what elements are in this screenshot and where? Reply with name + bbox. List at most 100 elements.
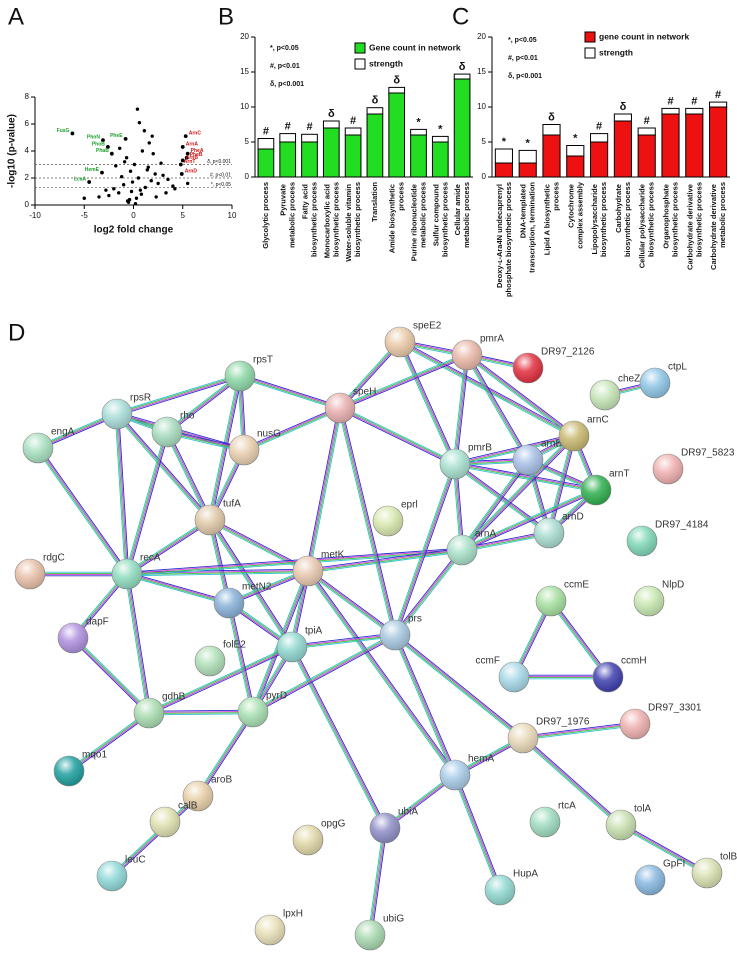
- edge: [393, 548, 461, 635]
- edge: [127, 571, 309, 576]
- edge: [126, 574, 229, 605]
- node-label: hemA: [468, 754, 494, 765]
- point: [139, 192, 144, 196]
- threshold-label: δ, p<0.001: [207, 159, 231, 165]
- node-shine: [15, 559, 45, 589]
- edge: [523, 725, 636, 741]
- edge: [124, 431, 166, 574]
- edge: [454, 434, 574, 464]
- node-shine: [97, 861, 127, 891]
- edge: [395, 633, 525, 737]
- significance-marker: δ: [372, 95, 379, 107]
- node-label: rpsT: [253, 355, 273, 366]
- edge: [166, 432, 210, 521]
- significance-marker: #: [644, 115, 650, 127]
- edge: [551, 600, 609, 677]
- bar-segment: [388, 92, 406, 178]
- node-shine: [229, 435, 259, 465]
- edge: [395, 634, 456, 775]
- edge: [455, 462, 597, 490]
- edge: [127, 573, 151, 713]
- node-label: DR97_3301: [648, 703, 702, 714]
- edge: [124, 574, 148, 714]
- node-shine: [195, 505, 225, 535]
- node-shine: [620, 709, 650, 739]
- y-tick-label: 0: [482, 172, 487, 181]
- node-shine: [183, 781, 213, 811]
- edge: [523, 736, 623, 824]
- edge: [461, 459, 528, 550]
- bar-segment: [257, 138, 275, 150]
- edge: [253, 636, 397, 714]
- node-shine: [373, 506, 403, 536]
- edge: [148, 644, 292, 712]
- node-label: ctpL: [668, 362, 687, 373]
- edge: [456, 774, 503, 890]
- node-shine: [102, 399, 132, 429]
- node-label: tolA: [634, 804, 652, 815]
- node-label: nusG: [257, 429, 281, 440]
- legend-label: strength: [369, 58, 403, 68]
- edge: [522, 721, 635, 737]
- edge: [452, 354, 466, 464]
- node-label: pyrD: [266, 691, 287, 702]
- node-label: pmrA: [480, 334, 504, 345]
- note: #, p<0.01: [270, 63, 300, 70]
- edge: [197, 711, 253, 796]
- node-shine: [152, 417, 182, 447]
- edge: [227, 603, 253, 713]
- edge: [367, 827, 384, 935]
- node-shine: [214, 588, 244, 618]
- edge: [392, 635, 454, 776]
- x-tick-label: Fatty acid biosynthetic process: [300, 182, 318, 257]
- edge: [306, 571, 454, 777]
- point: [149, 179, 153, 183]
- point: [153, 172, 157, 176]
- edge: [370, 828, 387, 936]
- point: [159, 161, 163, 165]
- edge: [199, 712, 255, 798]
- node-label: opgG: [321, 819, 346, 830]
- labeled-point: [179, 172, 184, 176]
- node-label: pmrB: [468, 443, 492, 454]
- node-label: rdgC: [43, 553, 65, 564]
- edge: [253, 635, 396, 713]
- node-shine: [370, 813, 400, 843]
- edge: [306, 572, 395, 637]
- node-label: folE2: [223, 640, 246, 651]
- edge: [239, 376, 340, 410]
- edge: [454, 464, 596, 492]
- edge: [309, 569, 457, 775]
- node-shine: [692, 858, 722, 888]
- point-label: PheE: [110, 133, 123, 139]
- bar-segment: [257, 148, 275, 178]
- node-label: metN2: [242, 582, 272, 593]
- bar-segment: [709, 106, 728, 178]
- node-label: rho: [180, 411, 195, 422]
- edge: [341, 407, 398, 635]
- labeled-point: [178, 162, 183, 167]
- edge: [196, 710, 252, 796]
- node-label: tolB: [720, 852, 737, 863]
- note: *, p<0.05: [508, 37, 537, 44]
- bar-segment: [542, 124, 561, 136]
- point: [125, 199, 130, 203]
- edge: [523, 737, 622, 825]
- bar-segment: [518, 149, 537, 164]
- edge: [291, 633, 395, 647]
- point: [97, 195, 101, 199]
- point: [130, 180, 135, 184]
- edge: [291, 647, 385, 829]
- bar-segment: [566, 145, 585, 157]
- edge: [69, 714, 151, 773]
- point-label: PheB: [190, 152, 203, 158]
- node-shine: [325, 393, 355, 423]
- significance-marker: #: [263, 125, 269, 137]
- edge: [522, 738, 621, 826]
- y-tick-label: 5: [245, 137, 250, 146]
- labeled-point: [101, 138, 105, 143]
- edge: [621, 823, 709, 872]
- y-tick-label: 10: [477, 102, 486, 111]
- point: [171, 184, 175, 188]
- node-label: metK: [321, 550, 345, 561]
